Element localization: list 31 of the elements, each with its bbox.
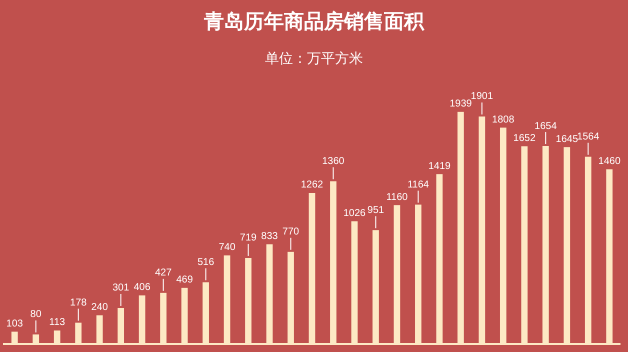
data-label: 740	[218, 242, 236, 254]
data-label: 1164	[407, 179, 430, 190]
chart-title: 青岛历年商品房销售面积	[203, 8, 426, 35]
data-label: 770	[282, 226, 300, 238]
data-label: 1901	[470, 91, 494, 102]
data-label: 240	[91, 302, 108, 314]
data-label: 427	[154, 268, 172, 279]
data-label: 1460	[598, 156, 621, 168]
data-label: 719	[240, 232, 258, 244]
data-label: 1652	[513, 133, 536, 144]
data-label: 1645	[556, 134, 578, 145]
chart-subtitle: 单位：万平方米	[264, 50, 364, 68]
data-label: 1360	[322, 156, 345, 167]
data-label: 406	[134, 282, 151, 294]
data-label: 951	[367, 204, 385, 216]
data-label: 1026	[343, 208, 366, 219]
data-label: 1654	[534, 120, 558, 132]
data-label: 1564	[577, 132, 600, 143]
data-label: 103	[6, 318, 24, 330]
data-label: 301	[112, 282, 130, 294]
data-label: 113	[49, 317, 66, 328]
data-label: 80	[30, 309, 42, 320]
data-label: 516	[197, 256, 215, 268]
data-label: 1160	[386, 192, 408, 203]
data-label: 178	[70, 297, 88, 308]
data-label: 833	[261, 231, 278, 242]
data-label: 1808	[492, 114, 515, 126]
data-label: 469	[176, 274, 194, 286]
data-label: 1262	[300, 180, 324, 191]
data-label: 1419	[428, 160, 452, 172]
data-label: 1939	[450, 98, 472, 110]
